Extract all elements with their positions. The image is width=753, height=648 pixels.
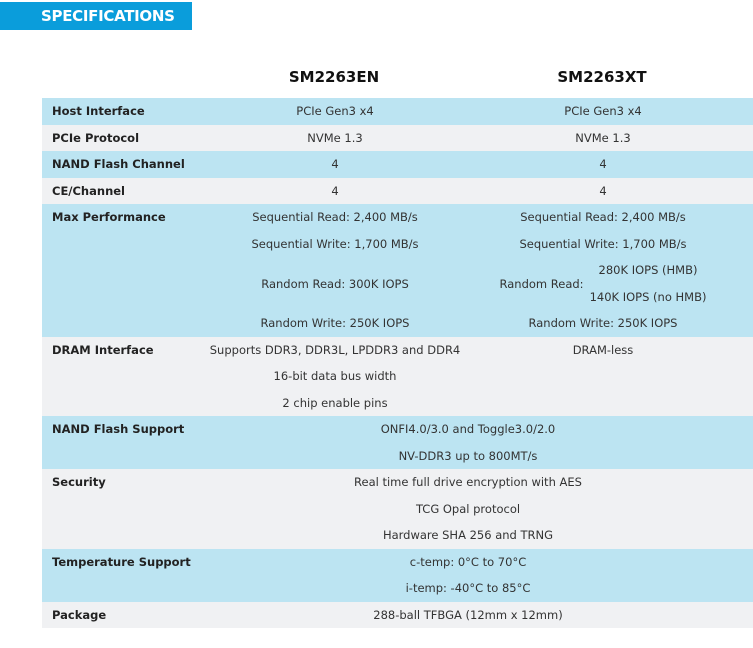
column-header-sm2263xt: SM2263XT <box>557 68 647 86</box>
cell-value: Sequential Write: 1,700 MB/s <box>519 236 687 251</box>
row-label: NAND Flash Support <box>42 416 200 469</box>
table-row: Security Real time full drive encryption… <box>42 469 753 549</box>
cell-value: 140K IOPS (no HMB) <box>589 289 707 304</box>
cell-value: PCIe Gen3 x4 <box>296 104 374 118</box>
cell-value: Random Read: <box>499 276 584 291</box>
row-label: Security <box>42 469 200 549</box>
cell-value: PCIe Gen3 x4 <box>564 104 642 118</box>
cell-value: 4 <box>599 183 607 198</box>
cell-value: Sequential Read: 2,400 MB/s <box>252 210 418 224</box>
cell-value: Random Write: 250K IOPS <box>260 316 410 330</box>
cell-value: Real time full drive encryption with AES <box>354 475 582 489</box>
table-row: NAND Flash Channel 4 4 <box>42 151 753 178</box>
table-row: NAND Flash Support ONFI4.0/3.0 and Toggl… <box>42 416 753 469</box>
table-row: PCIe Protocol NVMe 1.3 NVMe 1.3 <box>42 124 753 151</box>
table-row: Host Interface PCIe Gen3 x4 PCIe Gen3 x4 <box>42 98 753 125</box>
row-label: CE/Channel <box>42 177 200 204</box>
specifications-banner: SPECIFICATIONS <box>0 2 192 30</box>
cell-value: 4 <box>331 157 339 171</box>
cell-value: Random Read: 300K IOPS <box>261 276 409 291</box>
cell-value: 280K IOPS (HMB) <box>598 263 698 277</box>
column-header-sm2263en: SM2263EN <box>288 68 380 86</box>
cell-value: ONFI4.0/3.0 and Toggle3.0/2.0 <box>380 422 556 436</box>
cell-value: 288-ball TFBGA (12mm x 12mm) <box>373 607 563 622</box>
cell-value: i-temp: -40°C to 85°C <box>405 581 531 595</box>
cell-value: Random Write: 250K IOPS <box>528 316 678 330</box>
cell-value: 16-bit data bus width <box>273 369 397 383</box>
cell-value: NV-DDR3 up to 800MT/s <box>398 448 538 463</box>
row-label: Host Interface <box>42 98 200 125</box>
table-row: Package 288-ball TFBGA (12mm x 12mm) <box>42 601 753 628</box>
row-label: PCIe Protocol <box>42 124 200 151</box>
table-row: Max Performance Sequential Read: 2,400 M… <box>42 204 753 337</box>
row-label: Temperature Support <box>42 548 200 602</box>
row-label: Max Performance <box>42 204 200 337</box>
cell-value: Sequential Write: 1,700 MB/s <box>251 236 419 251</box>
cell-value: 2 chip enable pins <box>282 395 388 410</box>
cell-value: TCG Opal protocol <box>415 501 521 516</box>
cell-value: 4 <box>331 183 339 198</box>
cell-value: 4 <box>599 157 607 171</box>
table-row: Temperature Support c-temp: 0°C to 70°C … <box>42 548 753 602</box>
cell-value: Hardware SHA 256 and TRNG <box>382 528 554 542</box>
column-headers: SM2263EN SM2263XT <box>200 68 736 86</box>
table-row: DRAM Interface Supports DDR3, DDR3L, LPD… <box>42 336 753 416</box>
row-label: Package <box>42 601 200 628</box>
row-label: DRAM Interface <box>42 336 200 416</box>
table-row: CE/Channel 4 4 <box>42 177 753 204</box>
row-label: NAND Flash Channel <box>42 151 200 178</box>
cell-value: NVMe 1.3 <box>307 130 363 145</box>
cell-value: DRAM-less <box>572 342 634 357</box>
cell-value: c-temp: 0°C to 70°C <box>409 554 527 569</box>
spec-table: Host Interface PCIe Gen3 x4 PCIe Gen3 x4… <box>42 98 753 628</box>
cell-value: Supports DDR3, DDR3L, LPDDR3 and DDR4 <box>209 342 461 357</box>
cell-value: NVMe 1.3 <box>575 130 631 145</box>
cell-value: Sequential Read: 2,400 MB/s <box>520 210 686 224</box>
